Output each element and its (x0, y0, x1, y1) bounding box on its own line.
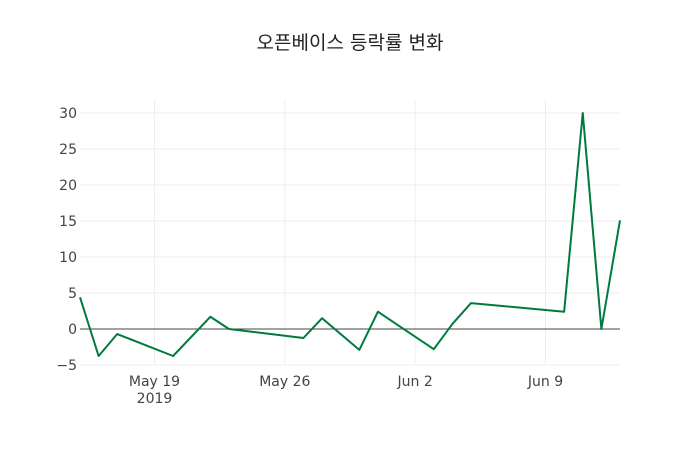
x-tick-label: Jun 9 (527, 374, 563, 390)
y-tick-label: 5 (68, 286, 77, 302)
x-tick-year: 2019 (137, 391, 173, 407)
y-tick-label: 30 (59, 106, 77, 122)
y-tick-label: −5 (56, 358, 77, 374)
y-tick-label: 20 (59, 178, 77, 194)
series-line (79, 112, 621, 357)
x-tick-label: Jun 2 (397, 374, 433, 390)
y-tick-label: 0 (68, 322, 77, 338)
chart-title: 오픈베이스 등락률 변화 (257, 32, 444, 54)
x-tick-label: May 26 (259, 374, 310, 390)
y-tick-label: 15 (59, 214, 77, 230)
y-tick-label: 25 (59, 142, 77, 158)
y-tick-label: 10 (59, 250, 77, 266)
x-tick-label: May 19 (129, 374, 180, 390)
